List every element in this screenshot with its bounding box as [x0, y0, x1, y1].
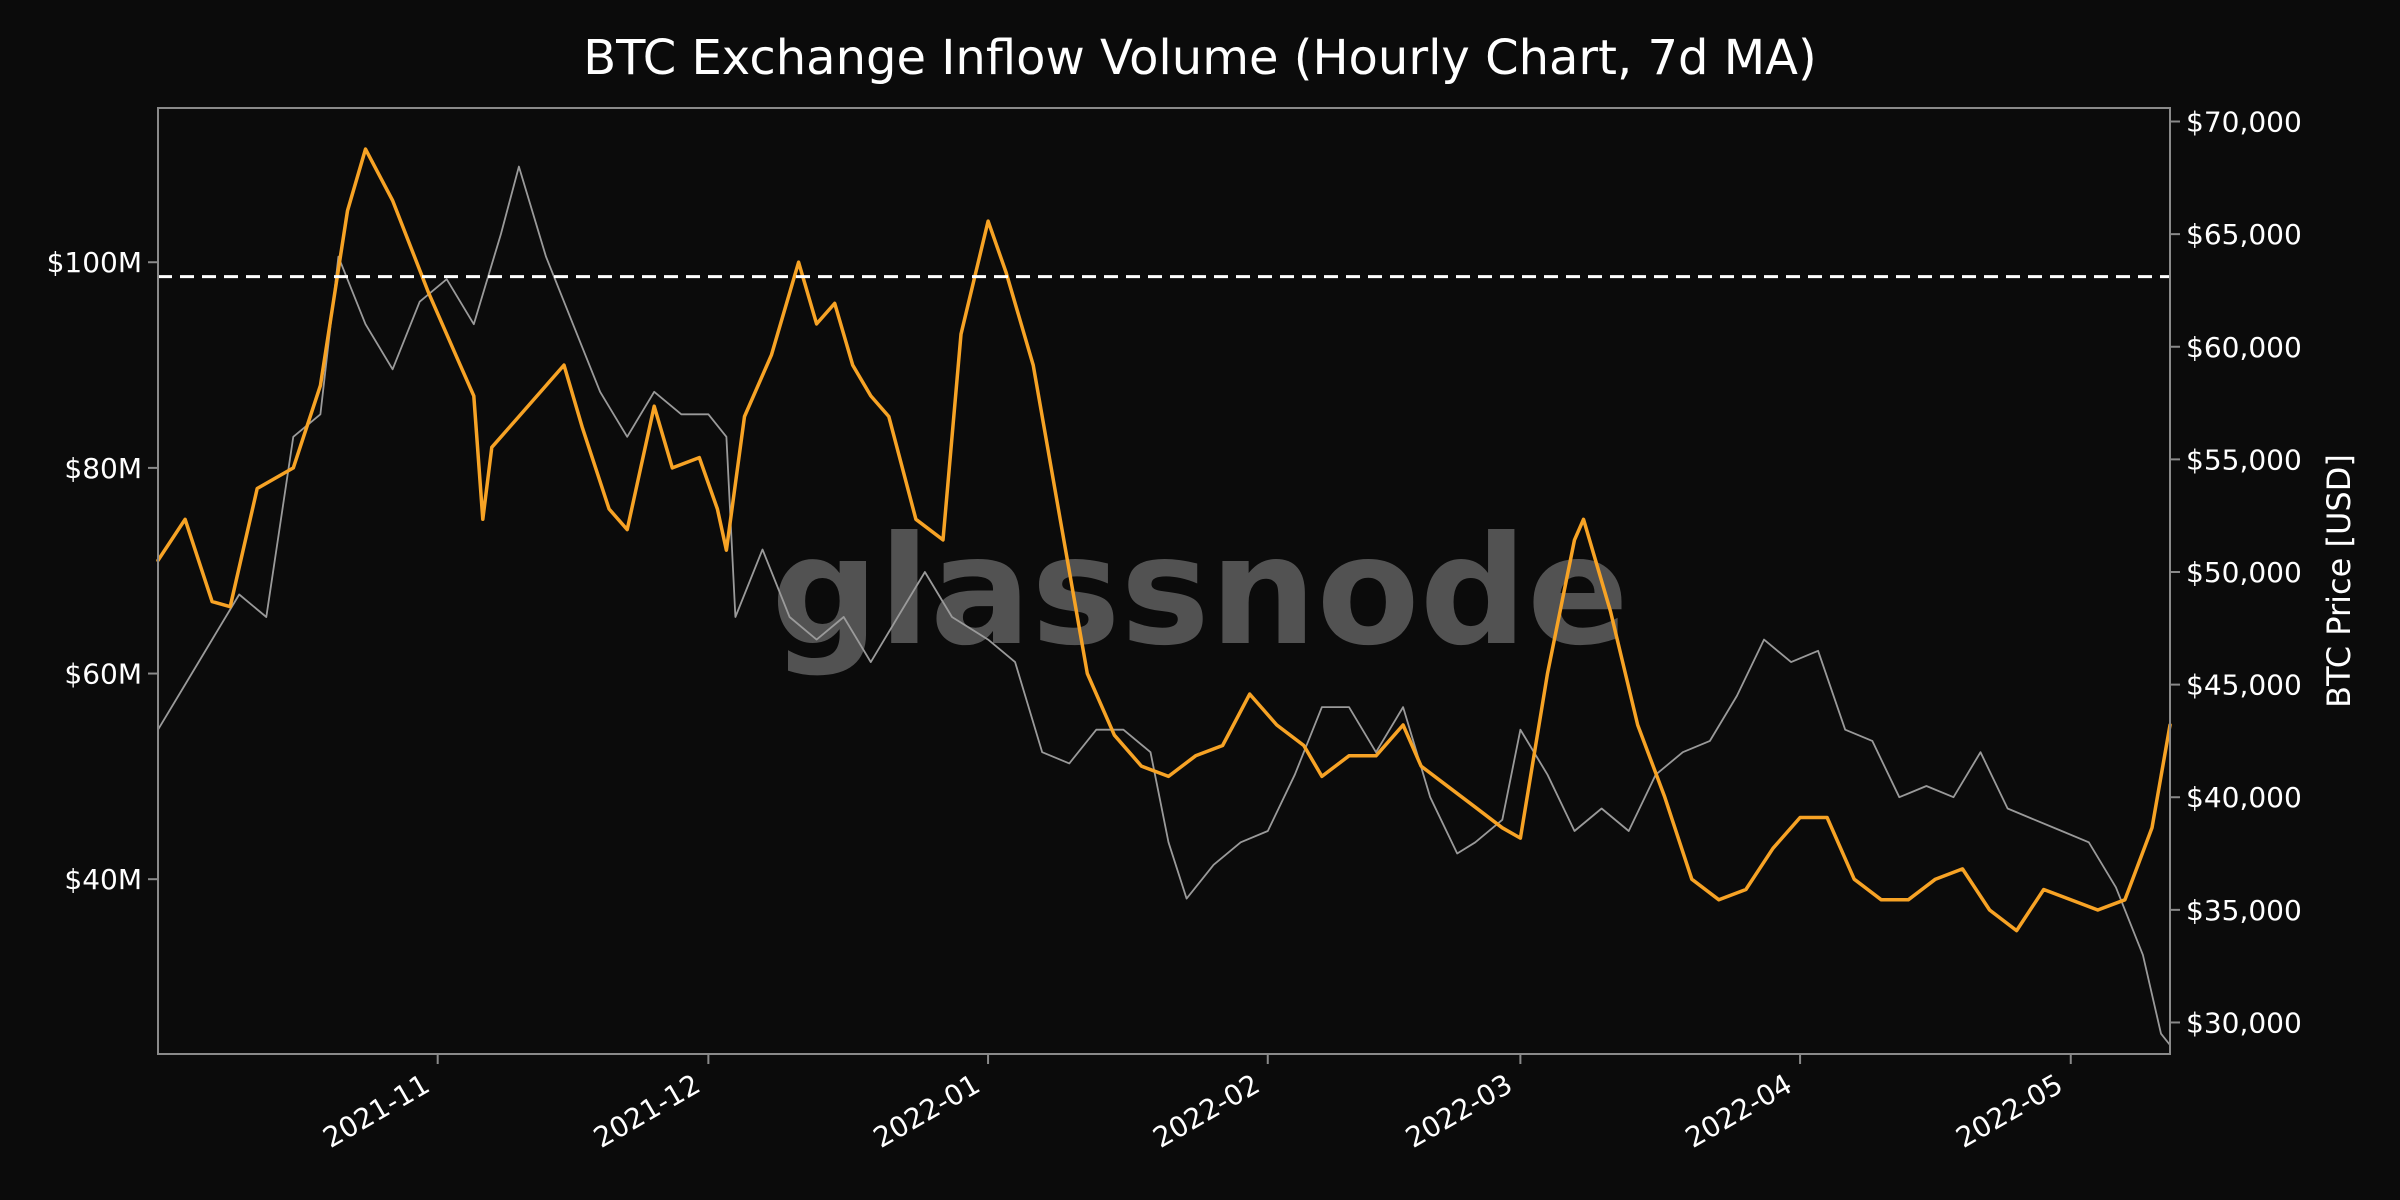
glassnode-watermark: glassnode	[771, 505, 1629, 679]
x-tick-label: 2021-11	[317, 1067, 435, 1154]
chart-title: BTC Exchange Inflow Volume (Hourly Chart…	[583, 30, 1817, 86]
right-tick-label: $40,000	[2186, 781, 2302, 814]
right-tick-label: $55,000	[2186, 443, 2302, 476]
btc-price-line	[157, 165, 2171, 1046]
plot-background	[158, 108, 2170, 1054]
price-series-layer	[157, 165, 2171, 1046]
inflow-series-layer	[156, 147, 2172, 933]
x-tick-label: 2022-05	[1950, 1067, 2068, 1154]
left-tick-label: $40M	[64, 863, 142, 896]
x-tick-label: 2021-12	[588, 1067, 706, 1154]
left-axis: $40M $60M $80M $100M	[47, 246, 158, 896]
x-tick-label: 2022-04	[1680, 1067, 1798, 1154]
right-axis: $30,000 $35,000 $40,000 $45,000 $50,000 $55,0…	[2170, 106, 2302, 1039]
x-tick-label: 2022-03	[1400, 1067, 1518, 1154]
right-tick-label: $50,000	[2186, 556, 2302, 589]
x-tick-label: 2022-01	[868, 1067, 986, 1154]
left-tick-label: $100M	[47, 246, 142, 279]
left-tick-label: $60M	[64, 658, 142, 691]
right-tick-label: $65,000	[2186, 218, 2302, 251]
plot-frame	[157, 107, 2171, 1055]
inflow-volume-line	[156, 147, 2172, 933]
right-tick-label: $35,000	[2186, 894, 2302, 927]
x-tick-label: 2022-02	[1147, 1067, 1265, 1154]
right-tick-label: $45,000	[2186, 669, 2302, 702]
right-axis-label: BTC Price [USD]	[2320, 454, 2358, 708]
right-tick-label: $60,000	[2186, 331, 2302, 364]
left-tick-label: $80M	[64, 452, 142, 485]
right-tick-label: $70,000	[2186, 106, 2302, 139]
right-tick-label: $30,000	[2186, 1006, 2302, 1039]
x-axis: 2021-11 2021-12 2022-01 2022-02 2022-03 2022-…	[317, 1054, 2072, 1155]
